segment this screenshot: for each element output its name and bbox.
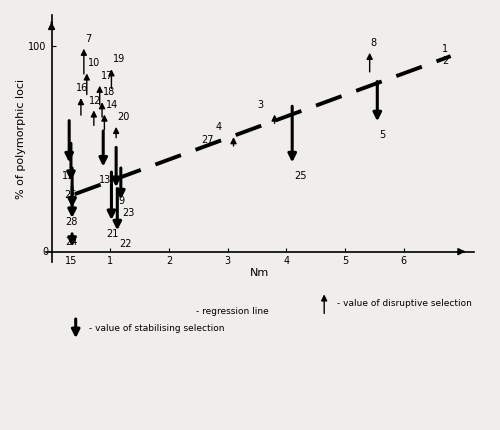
Text: 20: 20 <box>118 112 130 122</box>
Text: 16: 16 <box>76 83 88 93</box>
Text: 23: 23 <box>122 209 135 218</box>
Text: 13: 13 <box>98 175 111 185</box>
Text: 9: 9 <box>118 196 124 206</box>
Text: 25: 25 <box>294 172 306 181</box>
Text: 27: 27 <box>201 135 213 144</box>
Text: 11: 11 <box>62 172 74 181</box>
Text: 18: 18 <box>103 87 116 97</box>
Text: - regression line: - regression line <box>196 307 268 316</box>
Text: 15: 15 <box>65 256 78 266</box>
Text: - value of stabilising selection: - value of stabilising selection <box>88 324 224 333</box>
Text: 5: 5 <box>379 130 386 140</box>
Text: 12: 12 <box>89 95 102 105</box>
Text: 7: 7 <box>85 34 91 44</box>
Text: - value of disruptive selection: - value of disruptive selection <box>337 299 472 308</box>
Text: 2: 2 <box>442 56 448 67</box>
Text: 26: 26 <box>64 190 76 200</box>
Text: 1: 1 <box>442 44 448 54</box>
Text: 22: 22 <box>119 239 132 249</box>
Text: 10: 10 <box>88 58 100 68</box>
Text: 19: 19 <box>112 54 125 64</box>
Text: 24: 24 <box>65 237 78 247</box>
X-axis label: Nm: Nm <box>250 268 270 278</box>
Text: 14: 14 <box>106 100 118 110</box>
Text: 3: 3 <box>257 100 263 110</box>
Text: 28: 28 <box>65 217 78 227</box>
Text: 17: 17 <box>101 71 113 81</box>
Text: 21: 21 <box>106 229 119 239</box>
Y-axis label: % of polymorphic loci: % of polymorphic loci <box>16 78 26 199</box>
Text: 0: 0 <box>42 247 48 257</box>
Text: 8: 8 <box>371 38 377 48</box>
Text: 4: 4 <box>216 122 222 132</box>
